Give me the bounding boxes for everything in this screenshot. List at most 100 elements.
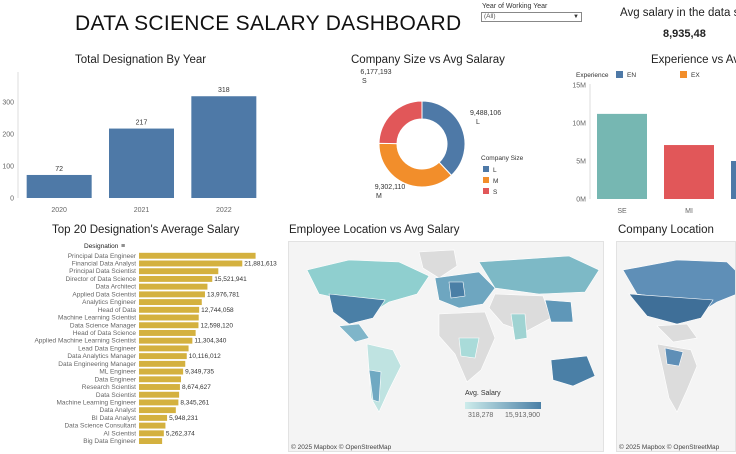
legend-label: EN [627,72,636,79]
map-country [418,249,458,279]
designation-label: Head of Data [98,307,137,314]
bar-value-label: 11,304,340 [194,338,226,345]
pie-slice-M [378,142,453,188]
map-country [338,323,370,343]
year-filter-label: Year of Working Year [482,3,548,10]
map-legend-max: 15,913,900 [505,412,541,419]
designation-label: Applied Machine Learning Scientist [34,338,136,345]
dashboard-title: DATA SCIENCE SALARY DASHBOARD [75,12,462,35]
designation-label: Head of Data Science [73,330,137,337]
bar-SE [597,113,647,199]
designation-label: Data Science Consultant [64,423,136,430]
legend-swatch-EN [616,71,623,78]
company-size-chart: 9,488,106 L 9,302,110 M 6,177,193 S Company Si… [360,69,523,200]
y-tick-label: 300 [2,100,14,107]
bar-value-label: 10,116,012 [189,353,221,360]
x-tick-label: 2021 [134,207,150,214]
designation-bar [139,391,180,398]
map-country [478,255,600,295]
designation-bar [139,438,163,444]
designation-label: Analytics Engineer [82,299,137,306]
map-country [628,293,714,325]
x-tick-label: SE [617,208,627,215]
designation-bar [139,260,243,267]
world-map [622,259,735,413]
designation-label: Data Scientist [96,392,136,399]
map-country [458,337,480,359]
designation-bar [139,376,182,383]
bar-value-label: 21,881,613 [244,261,277,268]
legend-label: M [493,178,498,185]
year-filter-value: (All) [484,13,496,20]
designation-by-year-chart: 0 100 200 300 72 2020 217 2021 318 2022 [2,72,257,214]
kpi-title: Avg salary in the data sc [620,7,736,19]
designation-label: BI Data Analyst [92,415,137,422]
y-tick-label: 5M [576,159,586,166]
pie-slice-L [421,100,466,177]
year-filter-dropdown[interactable]: (All) ▼ [481,12,582,22]
employee-location-map[interactable]: Avg. Salary 318,278 15,913,900 © 2025 Ma… [288,241,604,452]
bar-value-label: 15,521,941 [214,276,247,283]
pie-value-label: 6,177,193 [360,69,391,76]
pie-slice-label: M [376,193,382,200]
legend-label: S [493,189,498,196]
designation-bar [139,275,213,282]
designation-label: Director of Data Science [66,276,137,283]
bar-value-label: 5,262,374 [166,430,195,437]
top20-designation-chart: Designation ≡ Principal Data EngineerFinan… [34,243,277,445]
designation-label: Research Scientist [82,384,136,391]
map-legend-title: Avg. Salary [465,390,501,397]
designation-bar [139,360,186,367]
designation-bar [139,368,184,375]
panel-title-designation-by-year: Total Designation By Year [75,54,207,66]
designation-label: Applied Data Scientist [72,291,136,298]
designation-label: Principal Data Scientist [69,268,136,275]
map-country [448,281,466,299]
designation-bar [139,314,199,321]
panel-title-company-size: Company Size vs Avg Salaray [351,54,505,66]
legend-swatch-L [483,166,489,172]
legend-swatch-EX [680,71,687,78]
legend-swatch-S [483,188,489,194]
experience-chart: ExperienceENEX0M5M10M15MSEMIEN [572,71,736,215]
designation-bar [139,399,179,406]
sort-icon: ≡ [121,243,125,250]
designation-bar [139,330,196,336]
y-tick-label: 200 [2,132,14,139]
x-tick-label: 2020 [51,207,67,214]
designation-label: Big Data Engineer [83,438,137,445]
designation-bar [139,345,189,352]
bar-value-label: 318 [218,87,230,94]
map-attribution[interactable]: © 2025 Mapbox © OpenStreetMap [619,444,720,451]
y-tick-label: 0M [576,197,586,204]
panel-title-employee-location: Employee Location vs Avg Salary [289,224,460,236]
designation-label: AI Scientist [103,430,136,437]
bar-value-label: 13,976,781 [207,291,240,298]
map-attribution[interactable]: © 2025 Mapbox © OpenStreetMap [291,444,392,451]
designation-label: Data Science Manager [70,322,137,329]
pie-slice-S [378,100,423,145]
panel-title-experience: Experience vs Avg [651,54,736,66]
designation-bar [139,252,256,259]
designation-bar [139,384,180,390]
legend-label: EX [691,72,700,79]
designation-label: Data Analyst [100,407,137,414]
designation-bar [139,291,205,298]
company-location-map[interactable]: © 2025 Mapbox © OpenStreetMap [616,241,736,452]
bar-value-label: 217 [136,120,148,127]
bar-value-label: 8,345,261 [180,399,209,406]
legend-title: Experience [576,72,609,79]
designation-label: ML Engineer [99,369,136,376]
panel-title-top20: Top 20 Designation's Average Salary [52,224,240,236]
bar-2021 [109,128,174,198]
map-country [656,323,698,343]
designation-bar [139,268,219,275]
map-country [544,299,574,323]
map-country [368,369,382,403]
map-country [328,293,386,325]
designation-bar [139,430,164,437]
bar-value-label: 12,744,058 [201,307,234,314]
bar-2022 [191,96,257,198]
designation-bar [139,299,202,306]
designation-label: Machine Learning Scientist [58,315,136,322]
